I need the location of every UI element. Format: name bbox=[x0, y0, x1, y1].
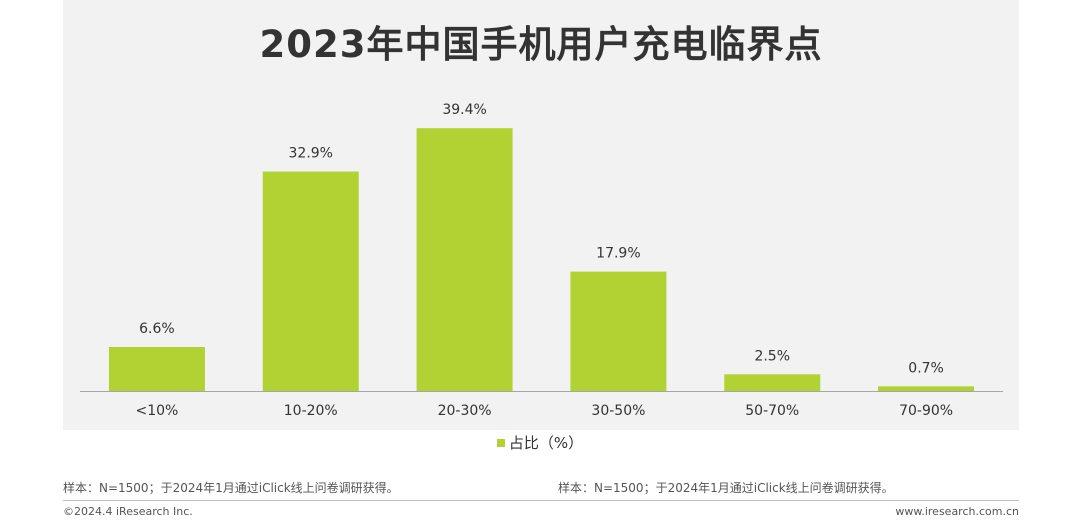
footer-divider bbox=[63, 500, 1019, 501]
data-label-4: 2.5% bbox=[754, 348, 790, 364]
bar-2 bbox=[416, 128, 513, 391]
legend-swatch bbox=[496, 438, 505, 447]
data-label-2: 39.4% bbox=[442, 102, 486, 118]
chart-title: 2023年中国手机用户充电临界点 bbox=[259, 23, 823, 66]
x-tick-label-4: 50-70% bbox=[745, 403, 799, 419]
x-tick-label-1: 10-20% bbox=[284, 403, 338, 419]
footer-copyright: ©2024.4 iResearch Inc. bbox=[63, 505, 193, 518]
chart-panel bbox=[63, 0, 1019, 430]
labels-group: 6.6% <10% 32.9% 10-20% 39.4% 20-30% 17.9% 30-50… bbox=[135, 102, 953, 419]
data-label-3: 17.9% bbox=[596, 246, 640, 262]
sample-note-right: 样本：N=1500；于2024年1月通过iClick线上问卷调研获得。 bbox=[558, 481, 894, 495]
data-label-0: 6.6% bbox=[139, 321, 175, 337]
x-tick-label-5: 70-90% bbox=[899, 403, 953, 419]
x-tick-label-3: 30-50% bbox=[591, 403, 645, 419]
bar-3 bbox=[570, 271, 667, 391]
sample-note-left: 样本：N=1500；于2024年1月通过iClick线上问卷调研获得。 bbox=[63, 481, 399, 495]
data-label-1: 32.9% bbox=[289, 146, 333, 162]
bar-4 bbox=[724, 374, 821, 391]
bar-chart: 6.6% <10% 32.9% 10-20% 39.4% 20-30% 17.9% 30-50… bbox=[80, 102, 1003, 419]
footer-url: www.iresearch.com.cn bbox=[895, 505, 1019, 518]
data-label-5: 0.7% bbox=[908, 360, 944, 376]
legend: 占比（%） bbox=[0, 432, 1080, 453]
x-tick-label-2: 20-30% bbox=[438, 403, 492, 419]
bar-0 bbox=[108, 346, 205, 391]
bar-5 bbox=[878, 386, 975, 391]
legend-label: 占比（%） bbox=[508, 434, 584, 452]
bar-1 bbox=[262, 171, 359, 391]
bars-group bbox=[108, 128, 975, 391]
x-tick-label-0: <10% bbox=[135, 403, 178, 419]
